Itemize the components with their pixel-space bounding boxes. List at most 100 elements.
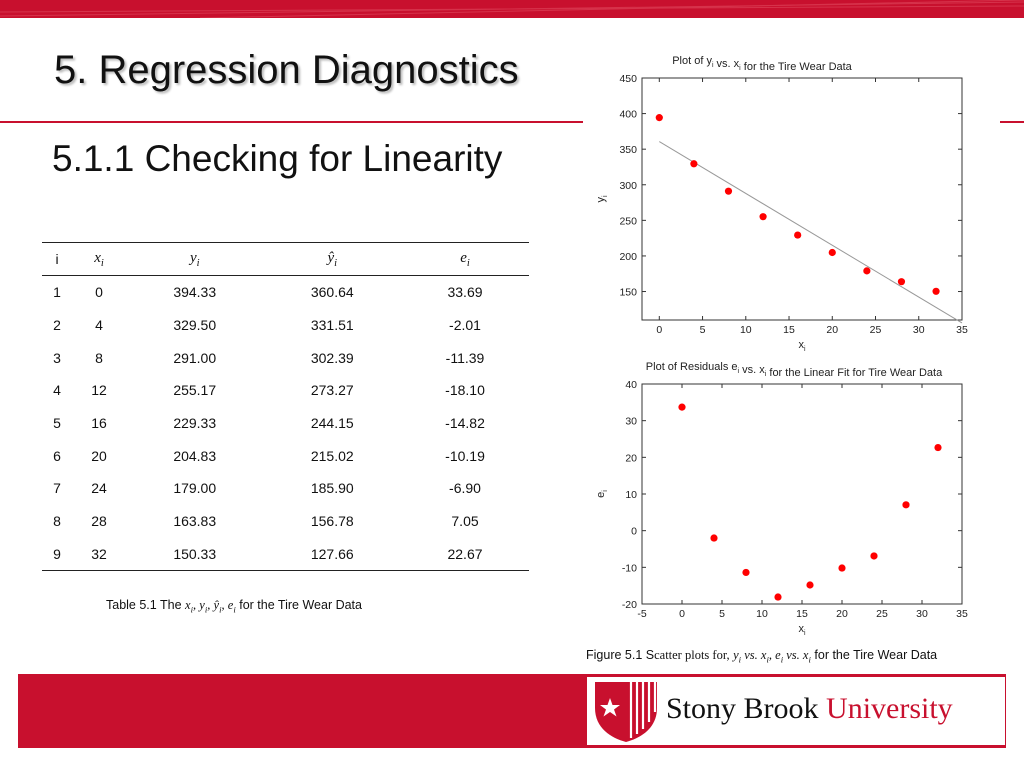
table-cell: 3 bbox=[53, 349, 61, 366]
y-tick-label: 250 bbox=[619, 215, 637, 227]
table-cell: 32 bbox=[72, 537, 126, 572]
table-cell: 2 bbox=[53, 317, 61, 334]
x-tick-label: 0 bbox=[679, 608, 685, 620]
figure-caption-prefix: Figure 5.1 S bbox=[586, 648, 655, 662]
data-point bbox=[655, 114, 663, 122]
table-row: 8 28 163.83 156.78 7.05 bbox=[42, 505, 529, 538]
x-tick-label: 20 bbox=[826, 324, 838, 336]
table-cell: 20 bbox=[91, 447, 107, 464]
chart-residuals-vs-xi: -5 0 5 10 15 20 25 30 35 -20 -10 0 10 20 30 40 Plot of R… bbox=[595, 361, 968, 637]
y-tick-label: -10 bbox=[622, 562, 637, 574]
table-cell: 156.78 bbox=[310, 513, 354, 530]
x-tick-label: 30 bbox=[913, 324, 925, 336]
header-x: xi bbox=[72, 242, 126, 276]
y-tick-label: 150 bbox=[619, 287, 637, 299]
figure-caption-serif: catter plots for, bbox=[654, 648, 730, 662]
data-point bbox=[690, 160, 698, 168]
x-tick-label: 20 bbox=[836, 608, 848, 620]
data-point bbox=[724, 187, 733, 195]
x-axis-label: xi bbox=[798, 623, 806, 637]
x-tick-label: -5 bbox=[637, 608, 646, 620]
table-cell: -18.10 bbox=[445, 382, 485, 399]
table-cell: 360.64 bbox=[310, 284, 354, 301]
chart-title: Plot of yi vs. xi for the Tire Wear Data bbox=[672, 55, 852, 73]
table-cell: 291.00 bbox=[173, 349, 217, 366]
data-table: i xi yi ŷi ei 1 0 394.33 360.64 33.69 2 4 329.5… bbox=[42, 242, 529, 572]
x-axis-label: xi bbox=[798, 339, 806, 353]
title-rule-left bbox=[0, 121, 583, 123]
plot-frame bbox=[641, 77, 963, 321]
data-point bbox=[932, 287, 940, 295]
table-cell: 8 bbox=[95, 349, 103, 366]
y-tick-label: 200 bbox=[619, 251, 637, 263]
plot-frame bbox=[641, 383, 963, 605]
table-cell: 229.33 bbox=[173, 415, 217, 432]
table-cell: 163.83 bbox=[173, 513, 217, 530]
table-cell: 329.50 bbox=[173, 317, 217, 334]
table-row: 7 24 179.00 185.90 -6.90 bbox=[42, 472, 529, 505]
y-axis-label: ei bbox=[595, 490, 609, 498]
table-cell: 6 bbox=[53, 447, 61, 464]
y-tick-label: 40 bbox=[625, 379, 637, 391]
table-cell: 302.39 bbox=[310, 349, 354, 366]
logo-shield-icon bbox=[595, 682, 657, 742]
x-tick-label: 30 bbox=[916, 608, 928, 620]
x-tick-label: 35 bbox=[956, 324, 968, 336]
table-cell: 1 bbox=[53, 284, 61, 301]
data-point bbox=[806, 581, 814, 589]
table-cell: 24 bbox=[91, 480, 107, 497]
y-tick-label: 0 bbox=[631, 526, 637, 538]
table-cell: 5 bbox=[53, 415, 61, 432]
table-cell: -2.01 bbox=[449, 317, 481, 334]
table-cell: 28 bbox=[91, 513, 107, 530]
table-cell: 0 bbox=[95, 284, 103, 301]
y-tick-label: 10 bbox=[625, 489, 637, 501]
table-body: 1 0 394.33 360.64 33.69 2 4 329.50 331.51 -2.01 3 8… bbox=[42, 276, 529, 572]
table-cell: 7.05 bbox=[451, 513, 479, 530]
data-point bbox=[710, 534, 718, 542]
data-point bbox=[794, 231, 802, 239]
y-axis-label: yi bbox=[595, 195, 609, 203]
table-cell: -10.19 bbox=[445, 447, 485, 464]
table-cell: 179.00 bbox=[173, 480, 217, 497]
table-row: 6 20 204.83 215.02 -10.19 bbox=[42, 439, 529, 472]
x-tick-label: 0 bbox=[656, 324, 662, 336]
chart-title: Plot of Residuals ei vs. xi for the Line… bbox=[646, 361, 943, 379]
table-cell: 4 bbox=[95, 317, 103, 334]
figure-caption-suffix: for the Tire Wear Data bbox=[814, 648, 938, 662]
table-row: 3 8 291.00 302.39 -11.39 bbox=[42, 341, 529, 374]
x-tick-label: 10 bbox=[756, 608, 768, 620]
table-row: 9 32 150.33 127.66 22.67 bbox=[42, 537, 529, 572]
data-point bbox=[897, 278, 906, 286]
logo-text-university: University bbox=[826, 692, 953, 725]
data-point bbox=[774, 593, 782, 601]
x-tick-label: 25 bbox=[876, 608, 888, 620]
top-stripe bbox=[0, 0, 1024, 18]
x-tick-label: 35 bbox=[956, 608, 968, 620]
table-cell: 9 bbox=[42, 537, 73, 572]
header-y: yi bbox=[125, 242, 264, 276]
table-cell: 244.15 bbox=[310, 415, 354, 432]
table-cell: 150.33 bbox=[125, 537, 264, 572]
x-tick-label: 15 bbox=[796, 608, 808, 620]
table-cell: 331.51 bbox=[310, 317, 354, 334]
y-tick-label: 350 bbox=[619, 144, 637, 156]
header-i: i bbox=[42, 242, 73, 276]
table-cell: 394.33 bbox=[173, 284, 217, 301]
data-point bbox=[742, 568, 750, 577]
fit-line bbox=[659, 141, 963, 324]
x-tick-label: 5 bbox=[700, 324, 706, 336]
data-point bbox=[678, 403, 686, 411]
table-caption: Table 5.1 The xi, yi, ŷi, ei for the Tir… bbox=[106, 598, 362, 615]
table-cell: 16 bbox=[91, 415, 107, 432]
table-cell: 127.66 bbox=[263, 537, 402, 572]
table-row: 4 12 255.17 273.27 -18.10 bbox=[42, 374, 529, 407]
table-caption-math: xi, yi, ŷi, ei bbox=[185, 598, 236, 615]
slide-title: 5. Regression Diagnostics bbox=[54, 48, 519, 92]
y-tick-label: 400 bbox=[619, 109, 637, 121]
table-cell: -14.82 bbox=[445, 415, 485, 432]
table-row: 1 0 394.33 360.64 33.69 bbox=[42, 276, 529, 309]
data-point bbox=[759, 213, 767, 221]
x-tick-label: 10 bbox=[740, 324, 752, 336]
chart-yi-vs-xi: 0 5 10 15 20 25 30 35 150 200 250 300 350 400 450 Plot … bbox=[595, 55, 968, 353]
